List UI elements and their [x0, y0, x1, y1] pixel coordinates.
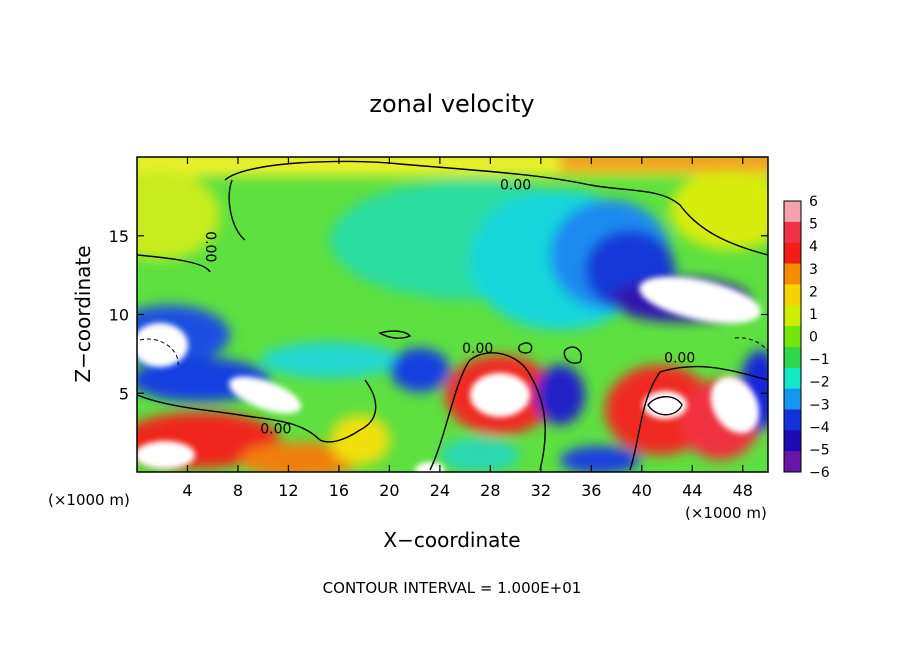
- velocity-field: 0.00 0.00 0.00 0.00 0.00: [137, 157, 768, 472]
- colorbar-level-label: 1: [809, 307, 818, 323]
- x-tick-label: 20: [379, 481, 399, 500]
- chart-title: zonal velocity: [369, 90, 534, 118]
- colorbar-level-label: −6: [809, 465, 830, 481]
- y-tick-label: 10: [109, 306, 129, 325]
- colorbar-swatch: [784, 201, 801, 223]
- colorbar-level-label: 4: [809, 239, 818, 255]
- x-axis-label: X−coordinate: [383, 528, 520, 552]
- colorbar-swatch: [784, 388, 801, 410]
- y-tick-label: 5: [119, 384, 129, 403]
- x-tick-label: 44: [682, 481, 702, 500]
- field-colors: [137, 157, 768, 472]
- colorbar-level-label: 6: [809, 194, 818, 210]
- colorbar-swatch: [784, 430, 801, 452]
- x-tick-label: 4: [182, 481, 192, 500]
- x-tick-label: 32: [531, 481, 551, 500]
- x-unit-label-left: (×1000 m): [48, 491, 130, 509]
- colorbar-swatch: [784, 451, 801, 473]
- colorbar-level-label: −5: [809, 442, 830, 458]
- colorbar-level-label: 0: [809, 330, 818, 346]
- colorbar-swatch: [784, 242, 801, 265]
- x-tick-label: 48: [733, 481, 753, 500]
- contour-label: 0.00: [500, 177, 531, 193]
- colorbar-level-label: −1: [809, 352, 830, 368]
- colorbar-swatch: [784, 367, 801, 390]
- colorbar-frame: [783, 200, 802, 473]
- colorbar-swatch: [784, 263, 801, 285]
- colorbar-level-label: 2: [809, 284, 818, 300]
- y-axis-ticks: 5 10 15: [109, 227, 768, 403]
- colorbar-swatch: [784, 409, 801, 431]
- colorbar-level-label: 3: [809, 262, 818, 278]
- colorbar-swatch: [784, 346, 801, 369]
- y-tick-label: 15: [109, 227, 129, 246]
- saturated-regions: [137, 276, 761, 472]
- colorbar-swatch: [784, 305, 801, 327]
- x-tick-label: 24: [430, 481, 450, 500]
- x-tick-label: 40: [632, 481, 652, 500]
- colorbar-swatch: [784, 221, 801, 244]
- contour-label: 0.00: [664, 351, 695, 367]
- colorbar-swatch: [784, 284, 801, 306]
- colorbar-level-label: −4: [809, 420, 830, 436]
- contour-lines: [137, 160, 768, 471]
- negative-contours: [139, 337, 768, 366]
- x-axis-ticks: 4 8 12 16 20 24 28 32 36 40 44 48: [182, 157, 753, 500]
- x-tick-label: 12: [278, 481, 298, 500]
- y-axis-label: Z−coordinate: [71, 245, 95, 382]
- contour-label: 0.00: [462, 341, 493, 357]
- colorbar-swatch: [784, 326, 801, 348]
- contour-labels: 0.00 0.00 0.00 0.00 0.00: [202, 177, 695, 437]
- colorbar-level-label: −3: [809, 397, 830, 413]
- contour-interval-footnote: CONTOUR INTERVAL = 1.000E+01: [323, 579, 582, 597]
- contour-label: 0.00: [260, 421, 291, 437]
- x-tick-label: 36: [581, 481, 601, 500]
- x-unit-label-right: (×1000 m): [685, 504, 767, 522]
- colorbar: 6 5 4 3 2 1 0 −1 −2 −3 −4 −5 −6: [783, 194, 830, 481]
- contour-label: 0.00: [202, 231, 218, 262]
- x-tick-label: 16: [329, 481, 349, 500]
- colorbar-level-label: −2: [809, 375, 830, 391]
- colorbar-level-label: 5: [809, 217, 818, 233]
- x-tick-label: 8: [233, 481, 243, 500]
- x-tick-label: 28: [480, 481, 500, 500]
